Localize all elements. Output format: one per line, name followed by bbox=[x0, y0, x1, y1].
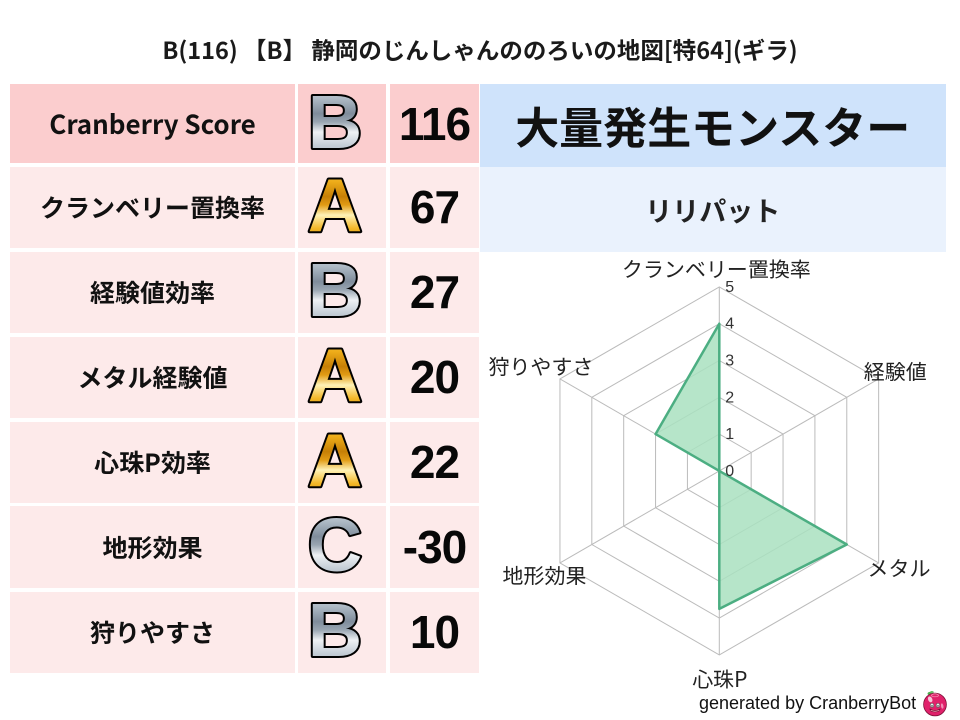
svg-text:1: 1 bbox=[725, 426, 734, 443]
svg-text:経験値: 経験値 bbox=[864, 357, 927, 387]
svg-text:クランベリー置換率: クランベリー置換率 bbox=[622, 254, 811, 284]
svg-text:地形効果: 地形効果 bbox=[503, 560, 587, 590]
svg-text:2: 2 bbox=[725, 389, 734, 406]
svg-text:3: 3 bbox=[725, 353, 734, 370]
svg-text:狩りやすさ: 狩りやすさ bbox=[488, 352, 593, 382]
svg-text:心珠P: 心珠P bbox=[692, 664, 747, 694]
svg-text:4: 4 bbox=[725, 316, 734, 333]
svg-text:メタル: メタル bbox=[868, 553, 931, 583]
svg-text:0: 0 bbox=[725, 463, 734, 480]
